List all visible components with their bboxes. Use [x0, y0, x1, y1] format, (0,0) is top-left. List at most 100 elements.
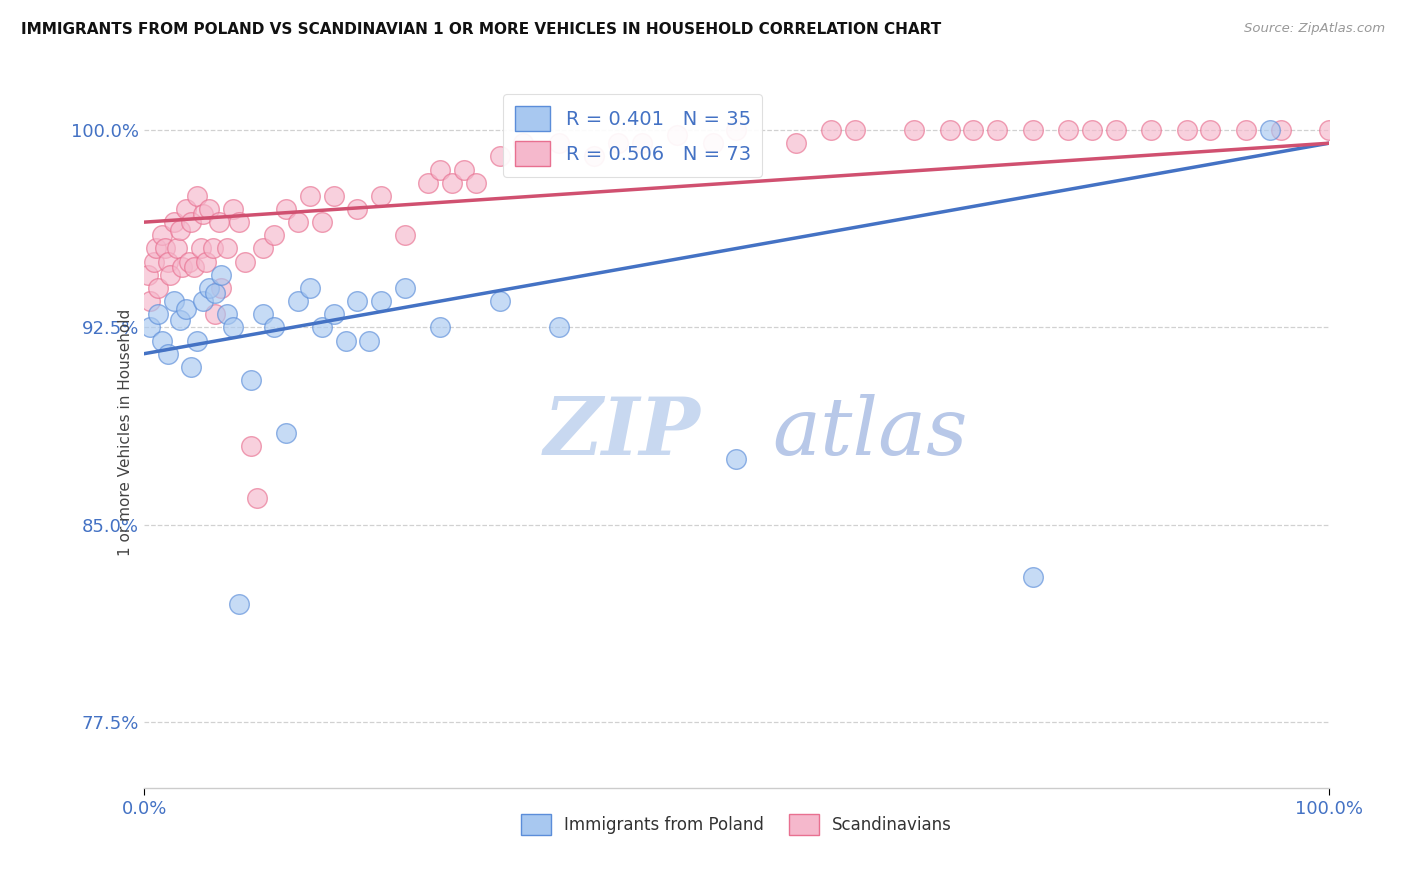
Point — [174, 202, 197, 216]
Point — [287, 215, 309, 229]
Point — [163, 294, 186, 309]
Point — [903, 123, 925, 137]
Point — [156, 254, 179, 268]
Point — [453, 162, 475, 177]
Point — [239, 373, 262, 387]
Point — [276, 202, 298, 216]
Point — [198, 202, 221, 216]
Point — [359, 334, 381, 348]
Point — [962, 123, 984, 137]
Point — [233, 254, 256, 268]
Point — [139, 294, 162, 309]
Point — [208, 215, 231, 229]
Point — [215, 242, 238, 256]
Point — [239, 439, 262, 453]
Point — [252, 307, 274, 321]
Point — [228, 597, 250, 611]
Point — [276, 425, 298, 440]
Point — [193, 294, 215, 309]
Point — [174, 301, 197, 316]
Point — [1317, 123, 1340, 137]
Point — [785, 136, 807, 151]
Point — [346, 202, 368, 216]
Point — [186, 189, 208, 203]
Point — [183, 260, 205, 274]
Point — [209, 268, 232, 282]
Point — [666, 128, 689, 143]
Point — [136, 268, 159, 282]
Point — [311, 215, 333, 229]
Point — [148, 307, 170, 321]
Point — [180, 215, 202, 229]
Point — [179, 254, 201, 268]
Point — [335, 334, 357, 348]
Point — [246, 491, 269, 506]
Point — [204, 286, 226, 301]
Point — [193, 207, 215, 221]
Point — [725, 123, 748, 137]
Text: Source: ZipAtlas.com: Source: ZipAtlas.com — [1244, 22, 1385, 36]
Point — [1258, 123, 1281, 137]
Point — [1270, 123, 1292, 137]
Point — [150, 334, 173, 348]
Point — [163, 215, 186, 229]
Y-axis label: 1 or more Vehicles in Household: 1 or more Vehicles in Household — [118, 309, 134, 557]
Point — [222, 202, 245, 216]
Point — [488, 294, 510, 309]
Point — [148, 281, 170, 295]
Point — [209, 281, 232, 295]
Point — [1081, 123, 1104, 137]
Point — [394, 281, 416, 295]
Point — [583, 149, 606, 163]
Point — [844, 123, 866, 137]
Point — [547, 136, 569, 151]
Point — [607, 136, 630, 151]
Point — [429, 320, 451, 334]
Point — [1021, 123, 1043, 137]
Point — [298, 281, 321, 295]
Point — [215, 307, 238, 321]
Point — [142, 254, 165, 268]
Point — [252, 242, 274, 256]
Point — [263, 320, 285, 334]
Point — [725, 452, 748, 467]
Point — [322, 307, 344, 321]
Point — [222, 320, 245, 334]
Point — [464, 176, 486, 190]
Point — [322, 189, 344, 203]
Text: IMMIGRANTS FROM POLAND VS SCANDINAVIAN 1 OR MORE VEHICLES IN HOUSEHOLD CORRELATI: IMMIGRANTS FROM POLAND VS SCANDINAVIAN 1… — [21, 22, 942, 37]
Point — [311, 320, 333, 334]
Point — [394, 228, 416, 243]
Legend: Immigrants from Poland, Scandinavians: Immigrants from Poland, Scandinavians — [512, 805, 960, 844]
Point — [194, 254, 217, 268]
Point — [1021, 570, 1043, 584]
Point — [1104, 123, 1126, 137]
Point — [1057, 123, 1080, 137]
Point — [418, 176, 440, 190]
Point — [441, 176, 464, 190]
Point — [1140, 123, 1163, 137]
Point — [986, 123, 1008, 137]
Point — [820, 123, 842, 137]
Point — [170, 260, 193, 274]
Point — [139, 320, 162, 334]
Point — [186, 334, 208, 348]
Point — [155, 242, 177, 256]
Point — [263, 228, 285, 243]
Text: atlas: atlas — [772, 394, 967, 471]
Point — [298, 189, 321, 203]
Point — [429, 162, 451, 177]
Point — [287, 294, 309, 309]
Point — [150, 228, 173, 243]
Point — [166, 242, 188, 256]
Point — [702, 136, 724, 151]
Point — [938, 123, 960, 137]
Point — [1234, 123, 1257, 137]
Point — [156, 347, 179, 361]
Point — [204, 307, 226, 321]
Point — [346, 294, 368, 309]
Text: ZIP: ZIP — [544, 394, 702, 471]
Point — [228, 215, 250, 229]
Point — [488, 149, 510, 163]
Point — [169, 223, 191, 237]
